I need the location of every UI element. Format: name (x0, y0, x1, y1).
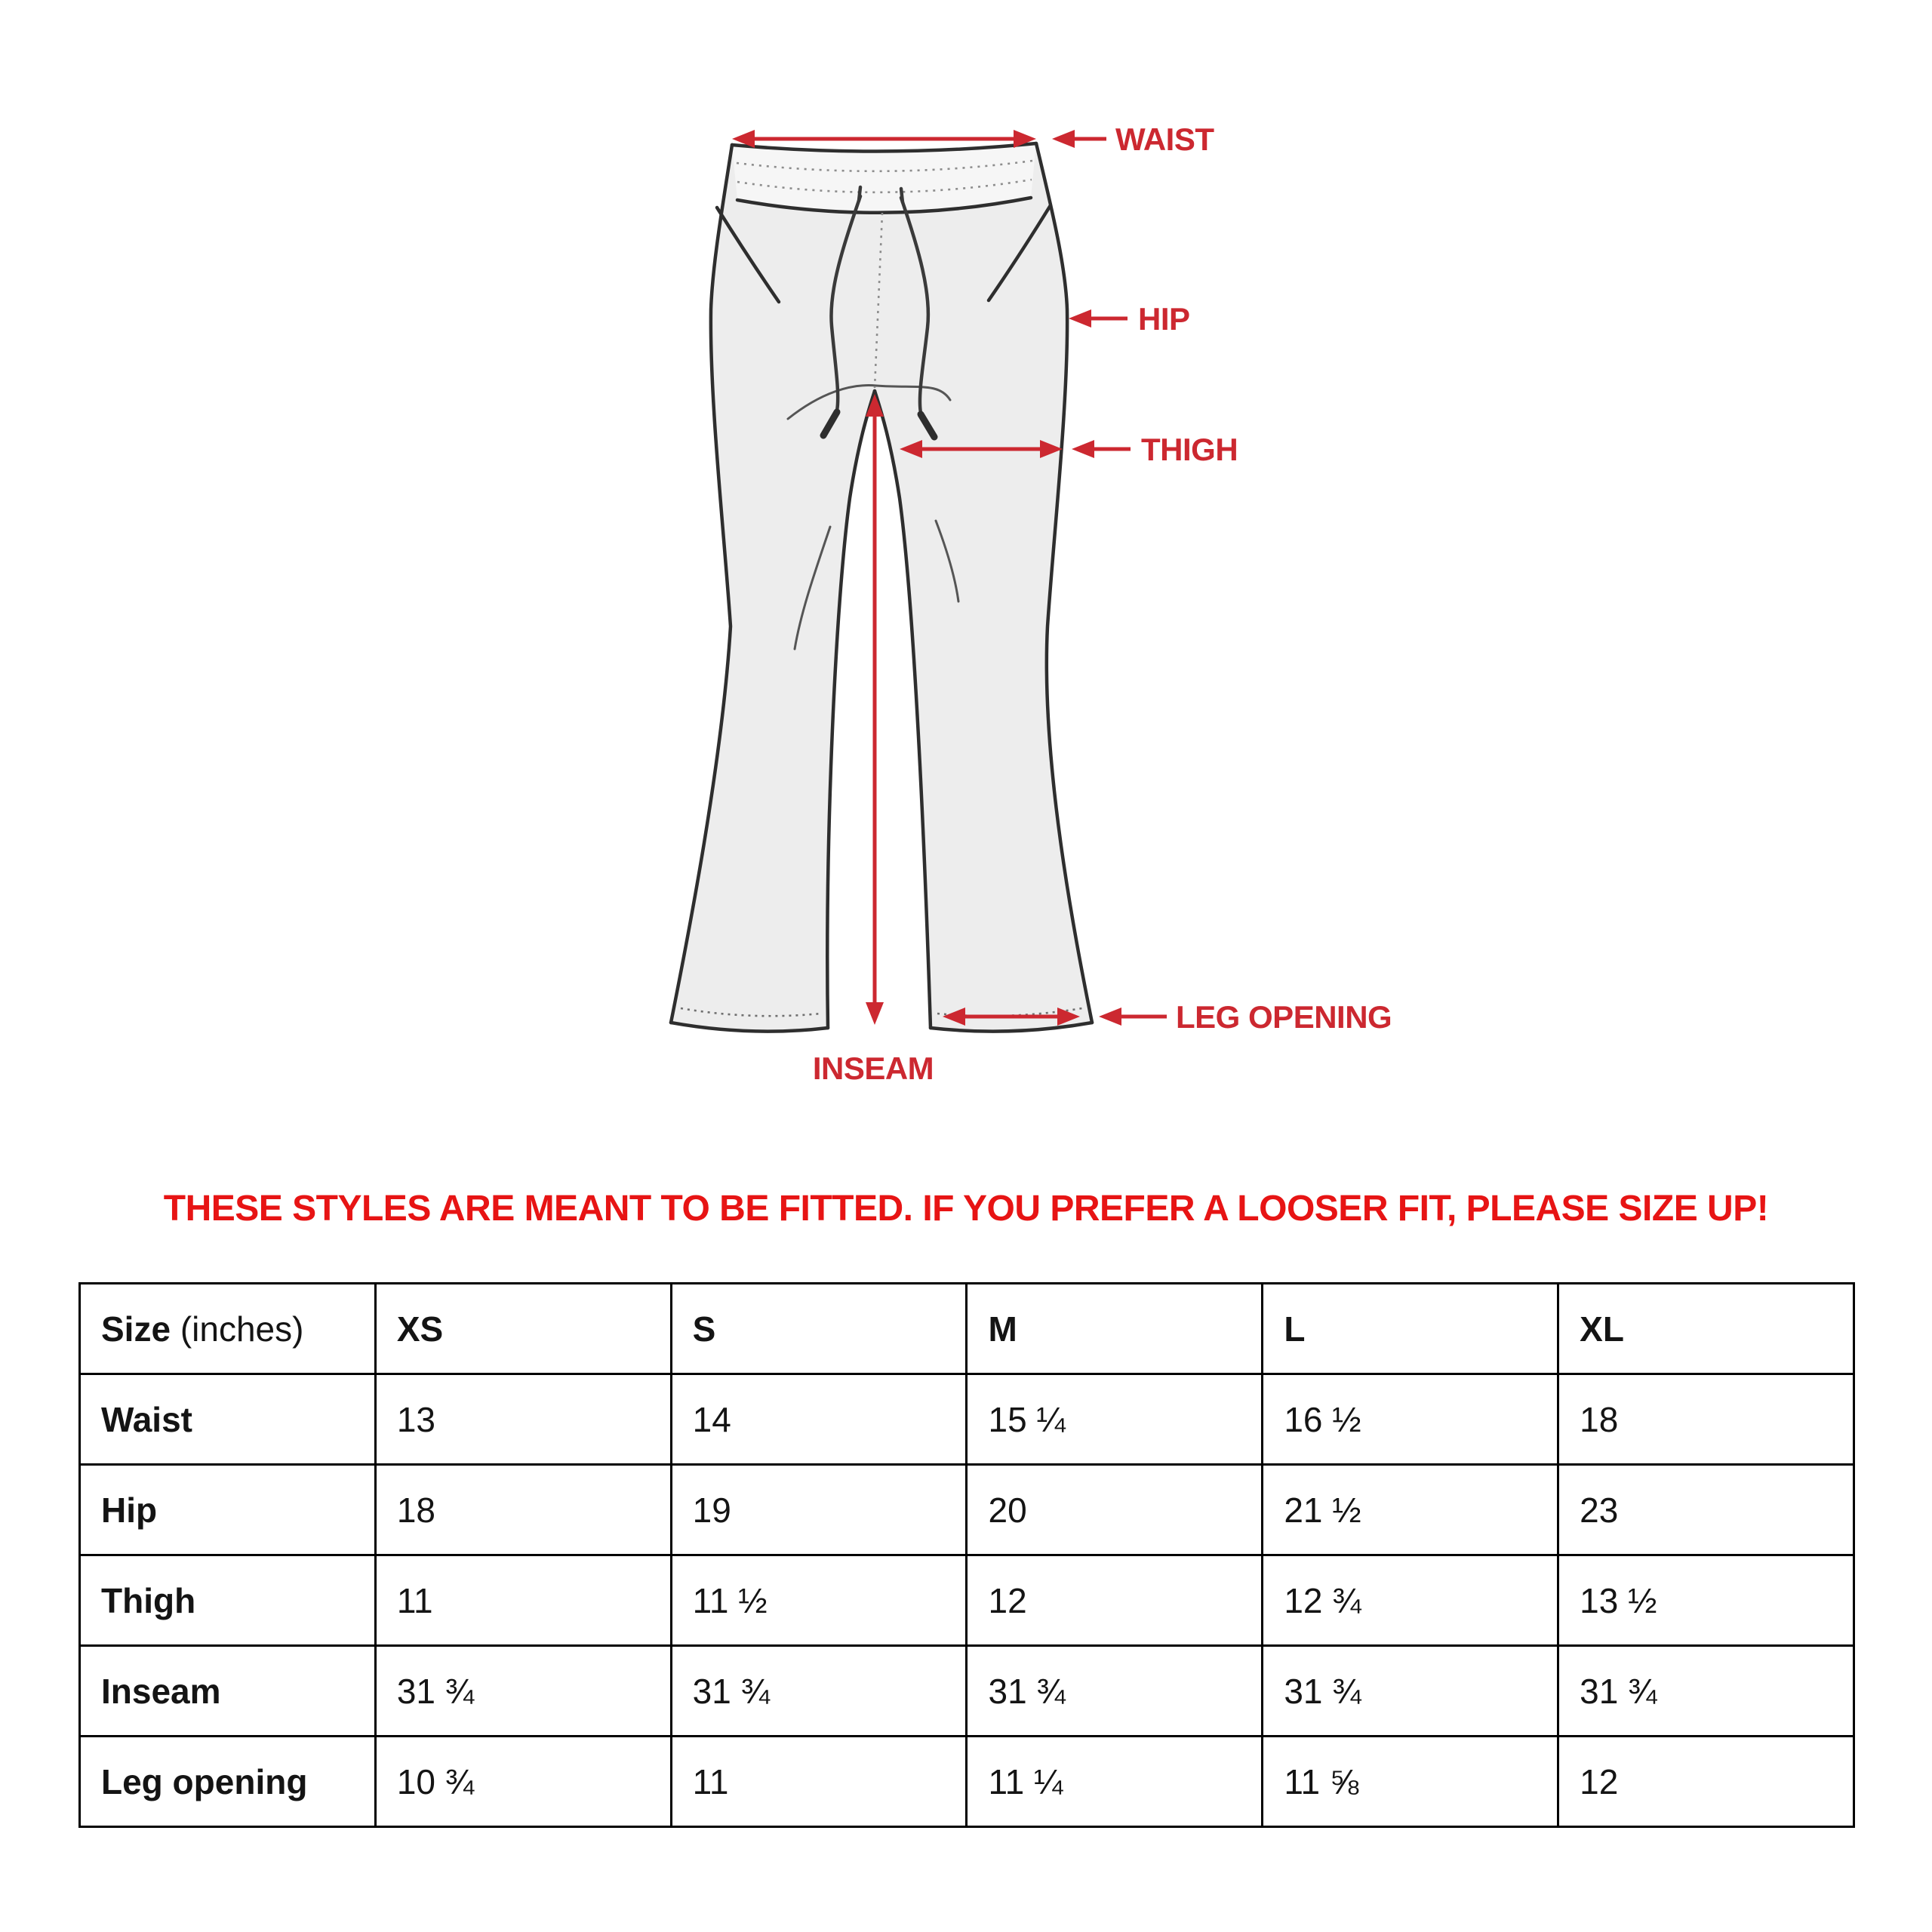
thigh-pointer-arrowhead (1072, 440, 1094, 458)
hip-l-value: 21 ½ (1261, 1463, 1560, 1556)
inseam-l-value: 31 ¾ (1261, 1644, 1560, 1737)
thigh-s-value: 11 ½ (669, 1554, 968, 1647)
drawstring-right-cord (899, 195, 931, 415)
hip-s-value: 19 (669, 1463, 968, 1556)
right-leg-wrinkle (934, 519, 960, 603)
table-row-thigh: Thigh 11 11 ½ 12 12 ¾ 13 ½ (78, 1554, 1855, 1647)
header-cell-s: S (669, 1282, 968, 1375)
crotch-seam-curve (786, 384, 952, 420)
inseam-m-value: 31 ¾ (965, 1644, 1264, 1737)
waist-m-value: 15 ¼ (965, 1373, 1264, 1466)
waist-s-value: 14 (669, 1373, 968, 1466)
row-label-leg-opening: Leg opening (78, 1735, 377, 1828)
left-hem-edge (669, 1020, 830, 1033)
drawstring-left-grommet (857, 185, 863, 203)
inseam-arrowhead-up (866, 394, 884, 417)
thigh-arrowhead-right (1040, 440, 1063, 458)
leg-opening-arrowhead-right (1057, 1008, 1080, 1026)
waist-top-edge (730, 141, 1038, 153)
inseam-xs-value: 31 ¾ (374, 1644, 672, 1737)
right-hem-edge (928, 1020, 1094, 1033)
leg-opening-xs-value: 10 ¾ (374, 1735, 672, 1828)
thigh-l-value: 12 ¾ (1261, 1554, 1560, 1647)
leg-opening-pointer-arrowhead (1099, 1008, 1121, 1026)
waist-arrowhead-right (1014, 130, 1036, 148)
row-label-waist: Waist (78, 1373, 377, 1466)
thigh-m-value: 12 (965, 1554, 1264, 1647)
pants-diagram: WAIST HIP THIGH INSEAM LEG OPENING (669, 122, 1392, 1086)
header-cell-size: Size (inches) (78, 1282, 377, 1375)
hip-m-value: 20 (965, 1463, 1264, 1556)
left-inner-seam (826, 389, 877, 1030)
waist-xl-value: 18 (1557, 1373, 1855, 1466)
right-inner-seam (872, 389, 933, 1030)
left-outer-seam (669, 143, 734, 1025)
table-row-inseam: Inseam 31 ¾ 31 ¾ 31 ¾ 31 ¾ 31 ¾ (78, 1644, 1855, 1737)
table-header-row: Size (inches) XS S M L XL (78, 1282, 1855, 1375)
waistband-stitch-top (736, 159, 1033, 173)
inseam-s-value: 31 ¾ (669, 1644, 968, 1737)
fit-warning-text: THESE STYLES ARE MEANT TO BE FITTED. IF … (163, 1189, 1769, 1229)
waist-arrowhead-left (732, 130, 755, 148)
table-row-hip: Hip 18 19 20 21 ½ 23 (78, 1463, 1855, 1556)
leg-opening-xl-value: 12 (1557, 1735, 1855, 1828)
header-cell-xs: XS (374, 1282, 672, 1375)
drawstring-left-cord (829, 194, 863, 413)
thigh-arrowhead-left (900, 440, 922, 458)
waistband-stitch-bottom (737, 178, 1032, 194)
leg-opening-m-value: 11 ¼ (965, 1735, 1264, 1828)
right-pocket-line (986, 203, 1053, 303)
hip-xs-value: 18 (374, 1463, 672, 1556)
inseam-xl-value: 31 ¾ (1557, 1644, 1855, 1737)
left-pocket-line (715, 205, 781, 304)
row-label-hip: Hip (78, 1463, 377, 1556)
hip-pointer-arrowhead (1069, 309, 1091, 328)
header-cell-l: L (1261, 1282, 1560, 1375)
waist-l-value: 16 ½ (1261, 1373, 1560, 1466)
thigh-xl-value: 13 ½ (1557, 1554, 1855, 1647)
thigh-label: THIGH (1141, 432, 1238, 467)
size-unit-label: (inches) (180, 1309, 304, 1349)
leg-opening-l-value: 11 ⅝ (1261, 1735, 1560, 1828)
size-table: Size (inches) XS S M L XL Waist 13 14 15… (78, 1282, 1855, 1828)
table-row-waist: Waist 13 14 15 ¼ 16 ½ 18 (78, 1373, 1855, 1466)
drawstring-right-grommet (899, 186, 905, 205)
leg-opening-label: LEG OPENING (1176, 999, 1392, 1035)
left-leg-wrinkle (793, 525, 832, 651)
inseam-arrowhead-down (866, 1002, 884, 1025)
waistband-bottom-edge (735, 195, 1033, 214)
table-row-leg-opening: Leg opening 10 ¾ 11 11 ¼ 11 ⅝ 12 (78, 1735, 1855, 1828)
thigh-xs-value: 11 (374, 1554, 672, 1647)
left-hem-stitch (680, 1007, 822, 1017)
hip-label: HIP (1138, 301, 1190, 337)
header-cell-m: M (965, 1282, 1264, 1375)
drawstring-left-tip (820, 408, 841, 439)
row-label-inseam: Inseam (78, 1644, 377, 1737)
waist-pointer-arrowhead (1052, 130, 1075, 148)
leg-opening-arrowhead-left (943, 1008, 965, 1026)
pants-silhouette (671, 143, 1092, 1032)
waist-xs-value: 13 (374, 1373, 672, 1466)
inseam-label: INSEAM (813, 1051, 934, 1086)
hip-xl-value: 23 (1557, 1463, 1855, 1556)
header-cell-xl: XL (1557, 1282, 1855, 1375)
waistband (732, 143, 1036, 213)
row-label-thigh: Thigh (78, 1554, 377, 1647)
size-label: Size (101, 1309, 171, 1349)
drawstring-right-tip (917, 411, 938, 441)
leg-opening-s-value: 11 (669, 1735, 968, 1828)
right-outer-seam (1034, 141, 1094, 1025)
waist-label: WAIST (1115, 122, 1214, 157)
